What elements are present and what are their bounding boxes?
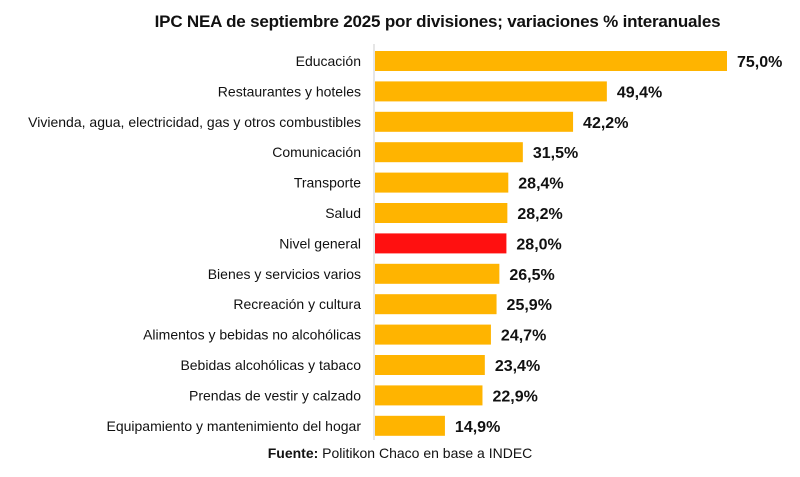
category-label: Transporte [294, 175, 361, 191]
data-label: 28,2% [517, 206, 562, 223]
category-label: Restaurantes y hoteles [218, 83, 361, 99]
bar [375, 111, 574, 132]
bar [375, 81, 607, 102]
bar [375, 415, 445, 436]
source-label: Fuente: [267, 445, 319, 461]
data-label: 49,4% [617, 84, 662, 101]
bar [375, 51, 727, 71]
category-label: Nivel general [279, 235, 361, 251]
category-label: Vivienda, agua, electricidad, gas y otro… [28, 114, 361, 130]
category-label: Bebidas alcohólicas y tabaco [180, 357, 361, 373]
data-label: 23,4% [495, 358, 540, 375]
category-label: Comunicación [272, 144, 361, 160]
bar [375, 203, 508, 223]
category-label: Prendas de vestir y calzado [189, 387, 361, 403]
data-label: 28,0% [516, 236, 561, 253]
source-text: Politikon Chaco en base a INDEC [318, 445, 533, 461]
data-label: 31,5% [533, 145, 578, 162]
category-label: Alimentos y bebidas no alcohólicas [143, 327, 361, 343]
bar [375, 355, 485, 375]
bar [375, 294, 497, 315]
category-label: Salud [325, 205, 361, 221]
data-label: 14,9% [455, 419, 500, 436]
category-label: Equipamiento y mantenimiento del hogar [107, 418, 362, 434]
bar [375, 263, 500, 284]
chart-source: Fuente: Politikon Chaco en base a INDEC [0, 445, 800, 461]
bar [375, 142, 523, 163]
bar [375, 233, 507, 254]
bar [375, 324, 491, 345]
bar [375, 385, 483, 406]
category-label: Recreación y cultura [233, 296, 361, 312]
data-label: 42,2% [583, 115, 628, 132]
category-label: Educación [296, 53, 361, 69]
data-label: 25,9% [507, 297, 552, 314]
data-label: 26,5% [509, 267, 554, 284]
chart-title: IPC NEA de septiembre 2025 por divisione… [154, 12, 721, 31]
data-label: 28,4% [518, 176, 563, 193]
category-label: Bienes y servicios varios [208, 266, 361, 282]
data-label: 75,0% [737, 54, 782, 71]
bar [375, 172, 509, 193]
data-label: 24,7% [501, 328, 546, 345]
data-label: 22,9% [492, 388, 537, 405]
